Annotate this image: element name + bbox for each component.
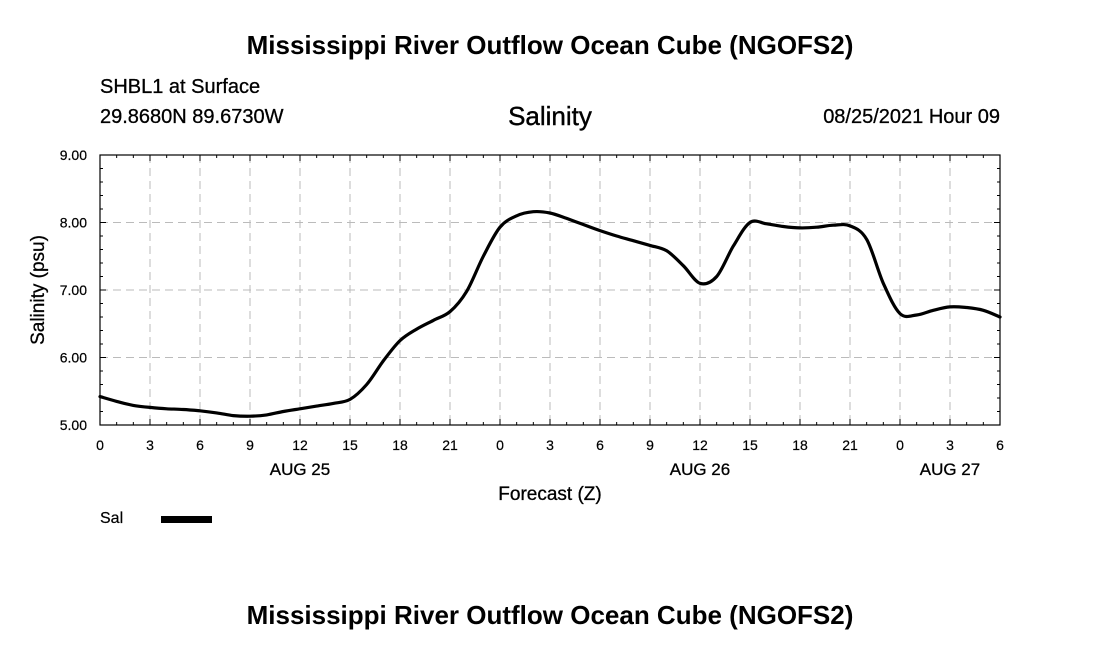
legend-label: Sal [100,510,123,528]
grid-layer [100,155,1000,425]
x-tick-label: 6 [996,437,1004,453]
x-tick-label: 12 [692,437,708,453]
x-tick-label: 21 [842,437,858,453]
x-tick-label: 3 [546,437,554,453]
x-tick-label: 9 [646,437,654,453]
x-axis-label: Forecast (Z) [498,484,601,505]
y-tick-label: 7.00 [60,282,87,298]
x-tick-label: 18 [792,437,808,453]
x-tick-label: 0 [896,437,904,453]
tick-layer: 0 3 6 9 12 15 18 21 0 3 6 9 12 15 18 21 0 3 6 5.00 6.00 7.00 8… [60,147,1004,479]
main-title: Mississippi River Outflow Ocean Cube (NG… [0,30,1100,61]
x-tick-label: 0 [496,437,504,453]
x-tick-label: 6 [196,437,204,453]
y-tick-label: 9.00 [60,147,87,163]
x-date-label: AUG 27 [920,460,980,479]
x-tick-label: 6 [596,437,604,453]
y-tick-label: 5.00 [60,417,87,433]
x-tick-label: 12 [292,437,308,453]
x-tick-label: 3 [946,437,954,453]
y-tick-label: 8.00 [60,215,87,231]
station-name: SHBL1 at Surface [100,76,260,99]
y-tick-label: 6.00 [60,350,87,366]
run-time: 08/25/2021 Hour 09 [823,106,1000,129]
footer-title: Mississippi River Outflow Ocean Cube (NG… [0,600,1100,631]
x-date-label: AUG 25 [270,460,330,479]
x-tick-label: 15 [742,437,758,453]
y-axis-label: Salinity (psu) [28,235,49,345]
x-tick-label: 9 [246,437,254,453]
legend-swatch [161,516,212,523]
x-tick-label: 15 [342,437,358,453]
x-tick-label: 0 [96,437,104,453]
x-date-label: AUG 26 [670,460,730,479]
x-tick-label: 21 [442,437,458,453]
x-tick-label: 18 [392,437,408,453]
x-tick-label: 3 [146,437,154,453]
